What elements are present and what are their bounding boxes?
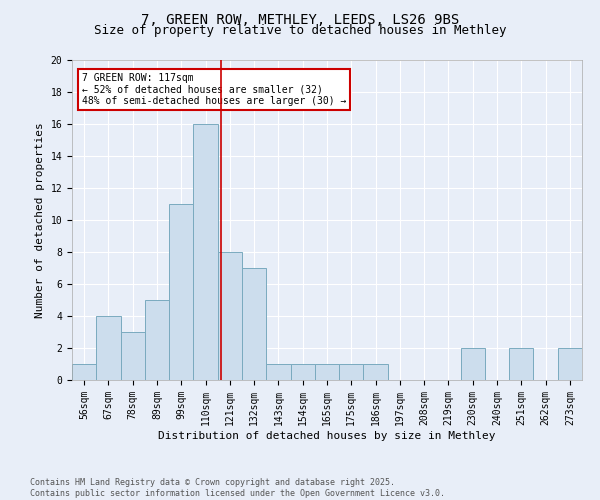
Bar — [121, 332, 145, 380]
Bar — [509, 348, 533, 380]
Bar — [193, 124, 218, 380]
Bar — [72, 364, 96, 380]
Bar — [218, 252, 242, 380]
Bar — [339, 364, 364, 380]
Bar — [242, 268, 266, 380]
Bar — [169, 204, 193, 380]
Text: 7, GREEN ROW, METHLEY, LEEDS, LS26 9BS: 7, GREEN ROW, METHLEY, LEEDS, LS26 9BS — [141, 12, 459, 26]
Bar — [461, 348, 485, 380]
Bar — [364, 364, 388, 380]
Bar — [315, 364, 339, 380]
Bar — [96, 316, 121, 380]
Bar — [266, 364, 290, 380]
Bar — [558, 348, 582, 380]
Bar — [290, 364, 315, 380]
Text: Contains HM Land Registry data © Crown copyright and database right 2025.
Contai: Contains HM Land Registry data © Crown c… — [30, 478, 445, 498]
X-axis label: Distribution of detached houses by size in Methley: Distribution of detached houses by size … — [158, 430, 496, 440]
Text: Size of property relative to detached houses in Methley: Size of property relative to detached ho… — [94, 24, 506, 37]
Bar — [145, 300, 169, 380]
Y-axis label: Number of detached properties: Number of detached properties — [35, 122, 45, 318]
Text: 7 GREEN ROW: 117sqm
← 52% of detached houses are smaller (32)
48% of semi-detach: 7 GREEN ROW: 117sqm ← 52% of detached ho… — [82, 73, 347, 106]
